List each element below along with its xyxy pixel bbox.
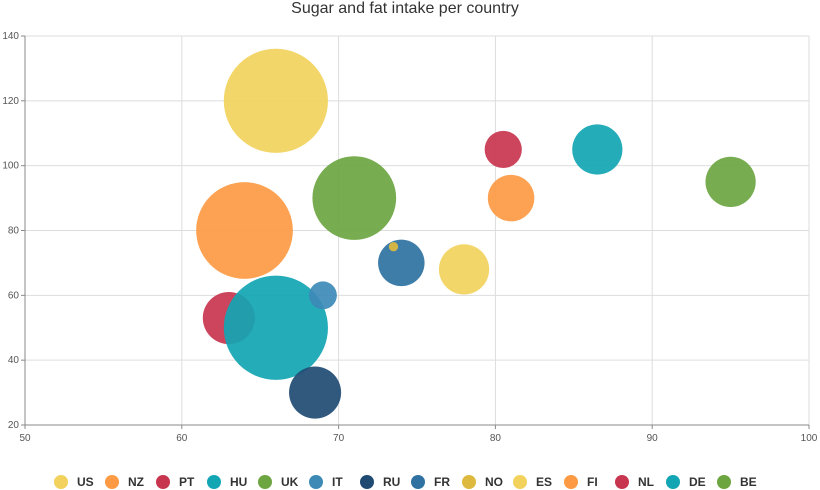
bubble-no[interactable]: NO <box>388 242 399 252</box>
y-tick-label: 80 <box>8 226 20 237</box>
bubble-fr[interactable]: FR <box>378 239 425 287</box>
legend-item-uk[interactable]: UK <box>258 475 299 489</box>
legend-swatch <box>156 475 170 489</box>
x-tick-label: 90 <box>647 433 659 444</box>
legend-label: BE <box>740 475 757 489</box>
legend-label: IT <box>332 475 343 489</box>
legend-label: FI <box>587 475 598 489</box>
legend-swatch <box>564 475 578 489</box>
bubble-nz[interactable]: NZ <box>196 182 293 279</box>
bubble-de[interactable]: DE <box>572 124 623 175</box>
legend-label: NZ <box>128 475 144 489</box>
legend-item-hu[interactable]: HU <box>207 475 247 489</box>
legend-label: FR <box>434 475 450 489</box>
bubble-uk[interactable]: UK <box>312 156 397 240</box>
legend-label: ES <box>536 475 552 489</box>
bubble-it[interactable]: IT <box>308 281 337 310</box>
x-tick-label: 50 <box>19 433 31 444</box>
x-tick-label: 60 <box>176 433 188 444</box>
y-tick-label: 140 <box>2 31 19 42</box>
legend-swatch <box>411 475 425 489</box>
legend-item-no[interactable]: NO <box>462 475 503 489</box>
legend-item-be[interactable]: BE <box>717 475 757 489</box>
x-tick-label: 80 <box>490 433 502 444</box>
legend-label: UK <box>281 475 299 489</box>
bubble-us[interactable]: US <box>223 48 328 153</box>
legend-swatch <box>717 475 731 489</box>
legend-swatch <box>54 475 68 489</box>
legend-label: PT <box>179 475 195 489</box>
legend-swatch <box>258 475 272 489</box>
bubble-fi[interactable]: FI <box>487 174 535 222</box>
x-tick-label: 70 <box>333 433 345 444</box>
axes: 20 40 60 80 100 120 140 50 60 70 80 90 100 <box>2 31 817 444</box>
y-tick-label: 20 <box>8 420 20 431</box>
legend-swatch <box>105 475 119 489</box>
legend-item-pt[interactable]: PT <box>156 475 195 489</box>
legend-label: RU <box>383 475 400 489</box>
y-tick-label: 120 <box>2 96 19 107</box>
legend-label: NO <box>485 475 503 489</box>
legend-label: US <box>77 475 94 489</box>
bubble-hu[interactable]: HU <box>223 275 328 380</box>
legend-swatch <box>360 475 374 489</box>
legend-label: HU <box>230 475 247 489</box>
legend-item-nz[interactable]: NZ <box>105 475 144 489</box>
legend-swatch <box>462 475 476 489</box>
x-tick-label: 100 <box>801 433 818 444</box>
bubble-be[interactable]: BE <box>705 156 756 207</box>
y-tick-label: 40 <box>8 355 20 366</box>
legend-swatch <box>513 475 527 489</box>
bubble-ru[interactable]: RU <box>289 366 342 419</box>
legend-swatch <box>309 475 323 489</box>
chart-title: Sugar and fat intake per country <box>291 0 519 17</box>
legend-item-de[interactable]: DE <box>666 475 706 489</box>
legend-item-ru[interactable]: RU <box>360 475 400 489</box>
legend-swatch <box>615 475 629 489</box>
legend-item-es[interactable]: ES <box>513 475 552 489</box>
legend: US NZ PT HU UK IT RU FR NO ES FI NL DE BE <box>54 475 757 489</box>
grid <box>25 35 810 425</box>
legend-item-nl[interactable]: NL <box>615 475 654 489</box>
bubble-nl[interactable]: NL <box>484 130 522 169</box>
legend-label: NL <box>638 475 654 489</box>
bubble-es[interactable]: ES <box>438 244 490 295</box>
y-tick-label: 60 <box>8 290 20 301</box>
legend-item-it[interactable]: IT <box>309 475 343 489</box>
legend-item-us[interactable]: US <box>54 475 94 489</box>
legend-item-fr[interactable]: FR <box>411 475 450 489</box>
legend-label: DE <box>689 475 706 489</box>
legend-swatch <box>207 475 221 489</box>
y-tick-label: 100 <box>2 161 19 172</box>
legend-item-fi[interactable]: FI <box>564 475 598 489</box>
legend-swatch <box>666 475 680 489</box>
